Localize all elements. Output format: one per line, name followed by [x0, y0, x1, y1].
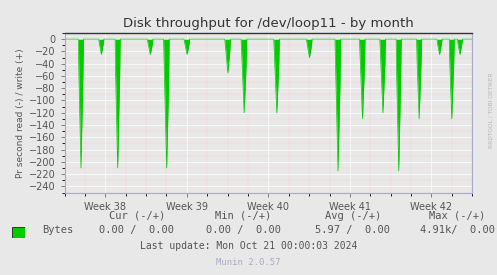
Text: Max (-/+): Max (-/+)	[429, 211, 486, 221]
Text: 4.91k/  0.00: 4.91k/ 0.00	[420, 225, 495, 235]
Text: Avg (-/+): Avg (-/+)	[325, 211, 381, 221]
Text: 0.00 /  0.00: 0.00 / 0.00	[99, 225, 174, 235]
Text: Last update: Mon Oct 21 00:00:03 2024: Last update: Mon Oct 21 00:00:03 2024	[140, 241, 357, 251]
FancyBboxPatch shape	[12, 227, 25, 238]
Text: 5.97 /  0.00: 5.97 / 0.00	[316, 225, 390, 235]
Text: Cur (-/+): Cur (-/+)	[108, 211, 165, 221]
Text: Munin 2.0.57: Munin 2.0.57	[216, 258, 281, 267]
Title: Disk throughput for /dev/loop11 - by month: Disk throughput for /dev/loop11 - by mon…	[123, 17, 414, 31]
Text: Bytes: Bytes	[42, 225, 74, 235]
Y-axis label: Pr second read (-) / write (+): Pr second read (-) / write (+)	[16, 48, 25, 178]
Text: RRDTOOL / TOBI OETIKER: RRDTOOL / TOBI OETIKER	[489, 72, 494, 148]
Text: Min (-/+): Min (-/+)	[215, 211, 272, 221]
Text: 0.00 /  0.00: 0.00 / 0.00	[206, 225, 281, 235]
